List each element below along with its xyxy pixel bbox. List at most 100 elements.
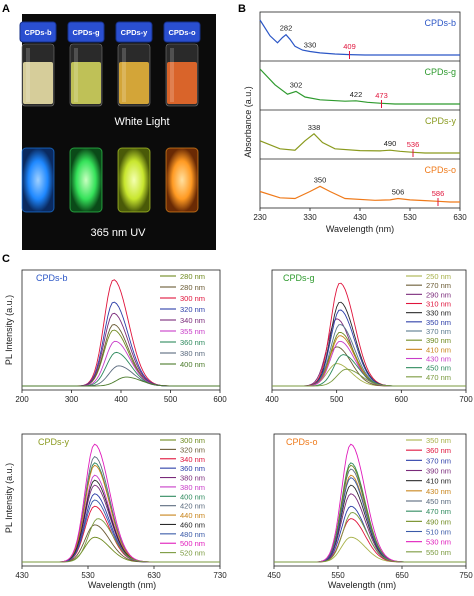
pl-xtick-label: 430	[15, 571, 29, 580]
absorbance-series-name: CPDs-g	[424, 67, 456, 77]
pl-legend-label: 450 nm	[426, 497, 451, 506]
absorbance-xlabel: Wavelength (nm)	[326, 224, 394, 234]
pl-frame	[271, 269, 467, 391]
pl-xtick-label: 450	[267, 571, 281, 580]
pl-legend-label: 410 nm	[426, 477, 451, 486]
pl-legend-label: 440 nm	[180, 511, 205, 520]
pl-xlabel-y: Wavelength (nm)	[88, 580, 156, 590]
absorbance-xtick-label: 430	[353, 213, 367, 222]
absorbance-peak-label: 506	[392, 188, 405, 197]
pl-xtick-label: 730	[213, 571, 227, 580]
pl-legend-label: 480 nm	[180, 530, 205, 539]
absorbance-series-name: CPDs-y	[425, 116, 456, 126]
pl-xtick-label: 400	[114, 395, 128, 404]
vial-liquid	[71, 62, 101, 104]
pl-title-y: CPDs-y	[38, 437, 69, 447]
pl-panel-b: PL Intensity (a.u.) 280 nm 280 nm 300 nm 32…	[4, 269, 227, 404]
panel-label-c: C	[2, 253, 10, 265]
pl-curve	[272, 368, 466, 387]
pl-xtick-label: 750	[459, 571, 473, 580]
vials-uv-light	[21, 147, 199, 213]
absorbance-line-CPDs-y	[259, 132, 460, 154]
vial-photo: CPDs-b CPDs-g CPDs-y CPDs-o White Light 365…	[19, 14, 216, 250]
pl-legend-label: 370 nm	[426, 456, 451, 465]
pl-legend-label: 450 nm	[426, 364, 451, 373]
vial-liquid	[167, 62, 197, 104]
vial-liquid	[119, 62, 149, 104]
absorbance-series-name: CPDs-b	[424, 18, 456, 28]
pl-frame	[273, 433, 467, 567]
vial-cap	[115, 21, 153, 43]
vials-white-light: CPDs-b CPDs-g CPDs-y CPDs-o	[19, 21, 201, 107]
vial-label: CPDs-y	[121, 28, 149, 37]
panel-label-a: A	[2, 3, 10, 15]
absorbance-ylabel: Absorbance (a.u.)	[243, 86, 253, 158]
pl-legend-label: 390 nm	[426, 467, 451, 476]
pl-xtick-label: 600	[395, 395, 409, 404]
pl-legend-label: 400 nm	[180, 492, 205, 501]
absorbance-peak-label: 330	[304, 41, 317, 50]
pl-xtick-label: 200	[15, 395, 29, 404]
pl-curve	[274, 512, 466, 563]
panel-label-b: B	[238, 3, 246, 15]
pl-legend-label: 330 nm	[426, 309, 451, 318]
pl-xtick-label: 500	[164, 395, 178, 404]
pl-legend-label: 500 nm	[180, 539, 205, 548]
pl-title-g: CPDs-g	[283, 273, 315, 283]
absorbance-peak-label: 350	[314, 175, 327, 184]
absorbance-edge-label: 586	[432, 189, 445, 198]
absorbance-chart: Absorbance (a.u.) CPDs-b 282 330 409 CPDs-g 3…	[243, 11, 467, 234]
vial-glow	[118, 148, 150, 212]
pl-legend-label: 300 nm	[180, 294, 205, 303]
pl-legend-label: 280 nm	[180, 272, 205, 281]
pl-legend-label: 290 nm	[426, 290, 451, 299]
pl-xtick-label: 700	[459, 395, 473, 404]
pl-legend-label: 270 nm	[426, 281, 451, 290]
pl-legend-label: 320 nm	[180, 305, 205, 314]
pl-legend-label: 350 nm	[426, 436, 451, 445]
vial-glow-rim	[165, 147, 199, 213]
vial-glow-rim	[21, 147, 55, 213]
absorbance-peak-label: 338	[308, 123, 321, 132]
absorbance-xtick-label: 330	[303, 213, 317, 222]
vial-glint	[170, 48, 174, 102]
pl-legend-label: 380 nm	[180, 349, 205, 358]
caption-uv: 365 nm UV	[90, 227, 146, 239]
pl-legend-label: 550 nm	[426, 548, 451, 557]
pl-legend-label: 360 nm	[180, 338, 205, 347]
pl-legend-label: 320 nm	[180, 445, 205, 454]
pl-xtick-label: 500	[330, 395, 344, 404]
pl-xtick-label: 400	[265, 395, 279, 404]
vial-cap	[19, 21, 57, 43]
pl-legend-label: 510 nm	[426, 528, 451, 537]
pl-legend-label: 430 nm	[426, 487, 451, 496]
pl-legend-label: 420 nm	[180, 502, 205, 511]
pl-xtick-label: 300	[65, 395, 79, 404]
pl-xtick-label: 600	[213, 395, 227, 404]
vial-cap	[163, 21, 201, 43]
absorbance-line-CPDs-g	[259, 68, 460, 105]
pl-legend-label: 410 nm	[426, 345, 451, 354]
pl-legend-label: 340 nm	[180, 316, 205, 325]
pl-frame	[21, 433, 221, 567]
vial-glint	[122, 48, 126, 102]
absorbance-edge-label: 536	[407, 140, 420, 149]
pl-legend-label: 470 nm	[426, 507, 451, 516]
pl-ylabel-bottom: PL Intensity (a.u.)	[4, 463, 14, 533]
pl-title-b: CPDs-b	[36, 273, 68, 283]
pl-curve	[22, 518, 220, 563]
pl-legend-label: 380 nm	[180, 483, 205, 492]
pl-legend-label: 400 nm	[180, 360, 205, 369]
pl-legend-label: 470 nm	[426, 373, 451, 382]
pl-xtick-label: 630	[147, 571, 161, 580]
pl-legend-label: 350 nm	[426, 318, 451, 327]
pl-legend-label: 490 nm	[426, 517, 451, 526]
vial-glow	[22, 148, 54, 212]
pl-legend-label: 355 nm	[180, 327, 205, 336]
pl-xtick-label: 650	[395, 571, 409, 580]
absorbance-xtick-label: 530	[403, 213, 417, 222]
